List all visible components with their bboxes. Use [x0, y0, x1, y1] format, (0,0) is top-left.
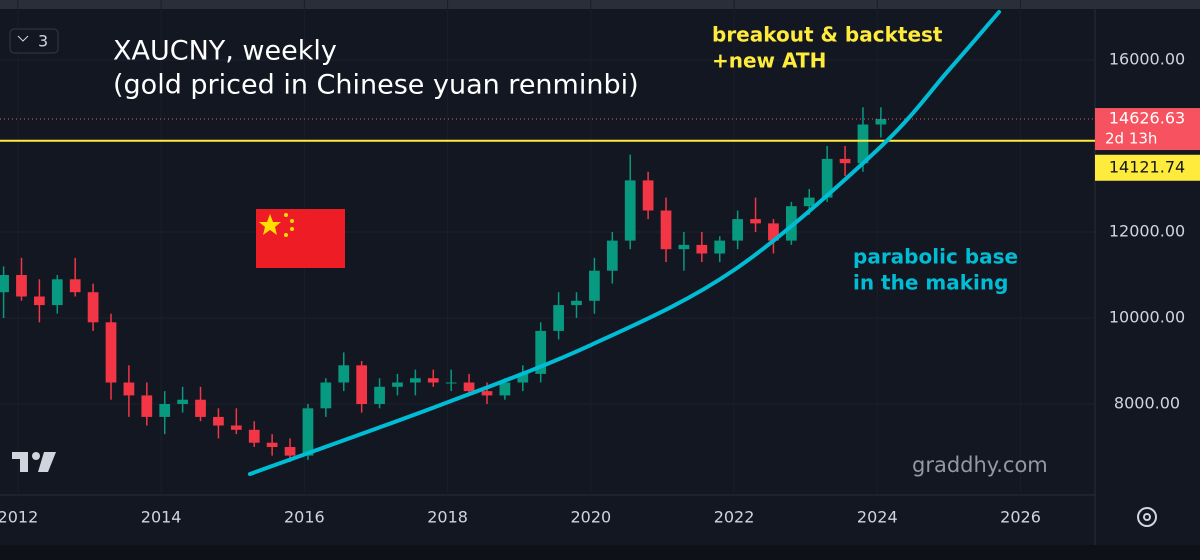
candle-body	[624, 180, 636, 241]
candle-body	[606, 240, 618, 271]
y-tick-label: 16000.00	[1109, 49, 1185, 68]
candle-body	[642, 180, 654, 211]
top-bar	[0, 0, 1200, 9]
candle-body	[553, 305, 564, 331]
candle-body	[392, 382, 403, 387]
annotation: +new ATH	[712, 49, 826, 73]
candle-body	[123, 382, 135, 396]
candle-body	[51, 279, 63, 306]
candle-body	[803, 197, 815, 207]
x-tick-label: 2012	[0, 508, 38, 527]
indicator-count: 3	[38, 32, 48, 51]
candle-body	[320, 382, 332, 409]
candle-body	[69, 279, 81, 293]
candle-body	[427, 378, 439, 383]
candle-body	[463, 382, 475, 392]
candle-body	[0, 275, 9, 293]
candle-body	[230, 425, 242, 430]
y-tick-label: 8000.00	[1114, 394, 1180, 413]
chart-title: XAUCNY, weekly	[113, 36, 337, 67]
annotation: parabolic base	[853, 245, 1018, 269]
candle-body	[266, 442, 278, 448]
candle-body	[159, 404, 171, 417]
candle-body	[857, 124, 869, 164]
indicator-toggle[interactable]	[9, 28, 59, 54]
y-tick-label: 10000.00	[1109, 308, 1185, 327]
candle-body	[248, 429, 260, 443]
x-tick-label: 2016	[284, 508, 325, 527]
parabolic-curve	[247, 9, 1002, 477]
x-tick-label: 2022	[714, 508, 755, 527]
level-price-box	[1095, 154, 1200, 181]
chart-subtitle: (gold priced in Chinese yuan renminbi)	[113, 70, 639, 101]
candle-body	[284, 447, 296, 456]
level-price-label: 14121.74	[1109, 157, 1185, 176]
candle-body	[821, 158, 833, 198]
candle-body	[768, 223, 779, 241]
candle-body	[213, 416, 224, 426]
tradingview-logo	[12, 452, 56, 472]
candle-body	[535, 330, 547, 374]
candle-body	[195, 399, 206, 417]
annotation: in the making	[853, 271, 1008, 295]
candle-body	[302, 408, 314, 456]
last-price-label: 14626.63	[1109, 109, 1185, 128]
candle-body	[87, 292, 99, 323]
x-tick-label: 2020	[570, 508, 611, 527]
candle-body	[481, 391, 493, 396]
candle-body	[517, 373, 529, 383]
candle-body	[750, 219, 761, 224]
bottom-toolbar	[0, 545, 1200, 560]
candle-body	[338, 365, 350, 383]
candle-body	[16, 275, 27, 297]
x-tick-label: 2024	[857, 508, 898, 527]
candle-body	[445, 382, 457, 384]
x-tick-label: 2026	[1000, 508, 1041, 527]
candle-body	[571, 300, 582, 306]
candle-body	[409, 378, 421, 383]
candle-body	[499, 382, 511, 396]
x-tick-label: 2014	[141, 508, 182, 527]
candle-body	[839, 158, 851, 164]
candle-body	[785, 206, 797, 241]
y-tick-label: 12000.00	[1109, 221, 1185, 240]
plot-area	[0, 9, 1095, 477]
candle-body	[589, 270, 600, 301]
candle-body	[34, 296, 45, 306]
watermark: graddhy.com	[912, 453, 1048, 477]
candle-body	[875, 119, 887, 125]
candle-body	[732, 219, 744, 241]
x-tick-label: 2018	[427, 508, 468, 527]
candle-body	[696, 244, 708, 254]
candle-body	[105, 322, 117, 383]
china-flag	[256, 209, 345, 268]
candle-body	[678, 244, 690, 250]
candle-body	[660, 210, 672, 250]
candle-body	[141, 395, 153, 417]
candle-body	[714, 240, 726, 254]
candle-body	[356, 365, 368, 405]
last-price-box	[1095, 108, 1200, 151]
candle-body	[177, 399, 188, 405]
candle-body	[374, 386, 385, 405]
countdown-label: 2d 13h	[1105, 130, 1157, 148]
annotation: breakout & backtest	[712, 23, 943, 47]
settings-icon[interactable]	[1137, 507, 1157, 527]
